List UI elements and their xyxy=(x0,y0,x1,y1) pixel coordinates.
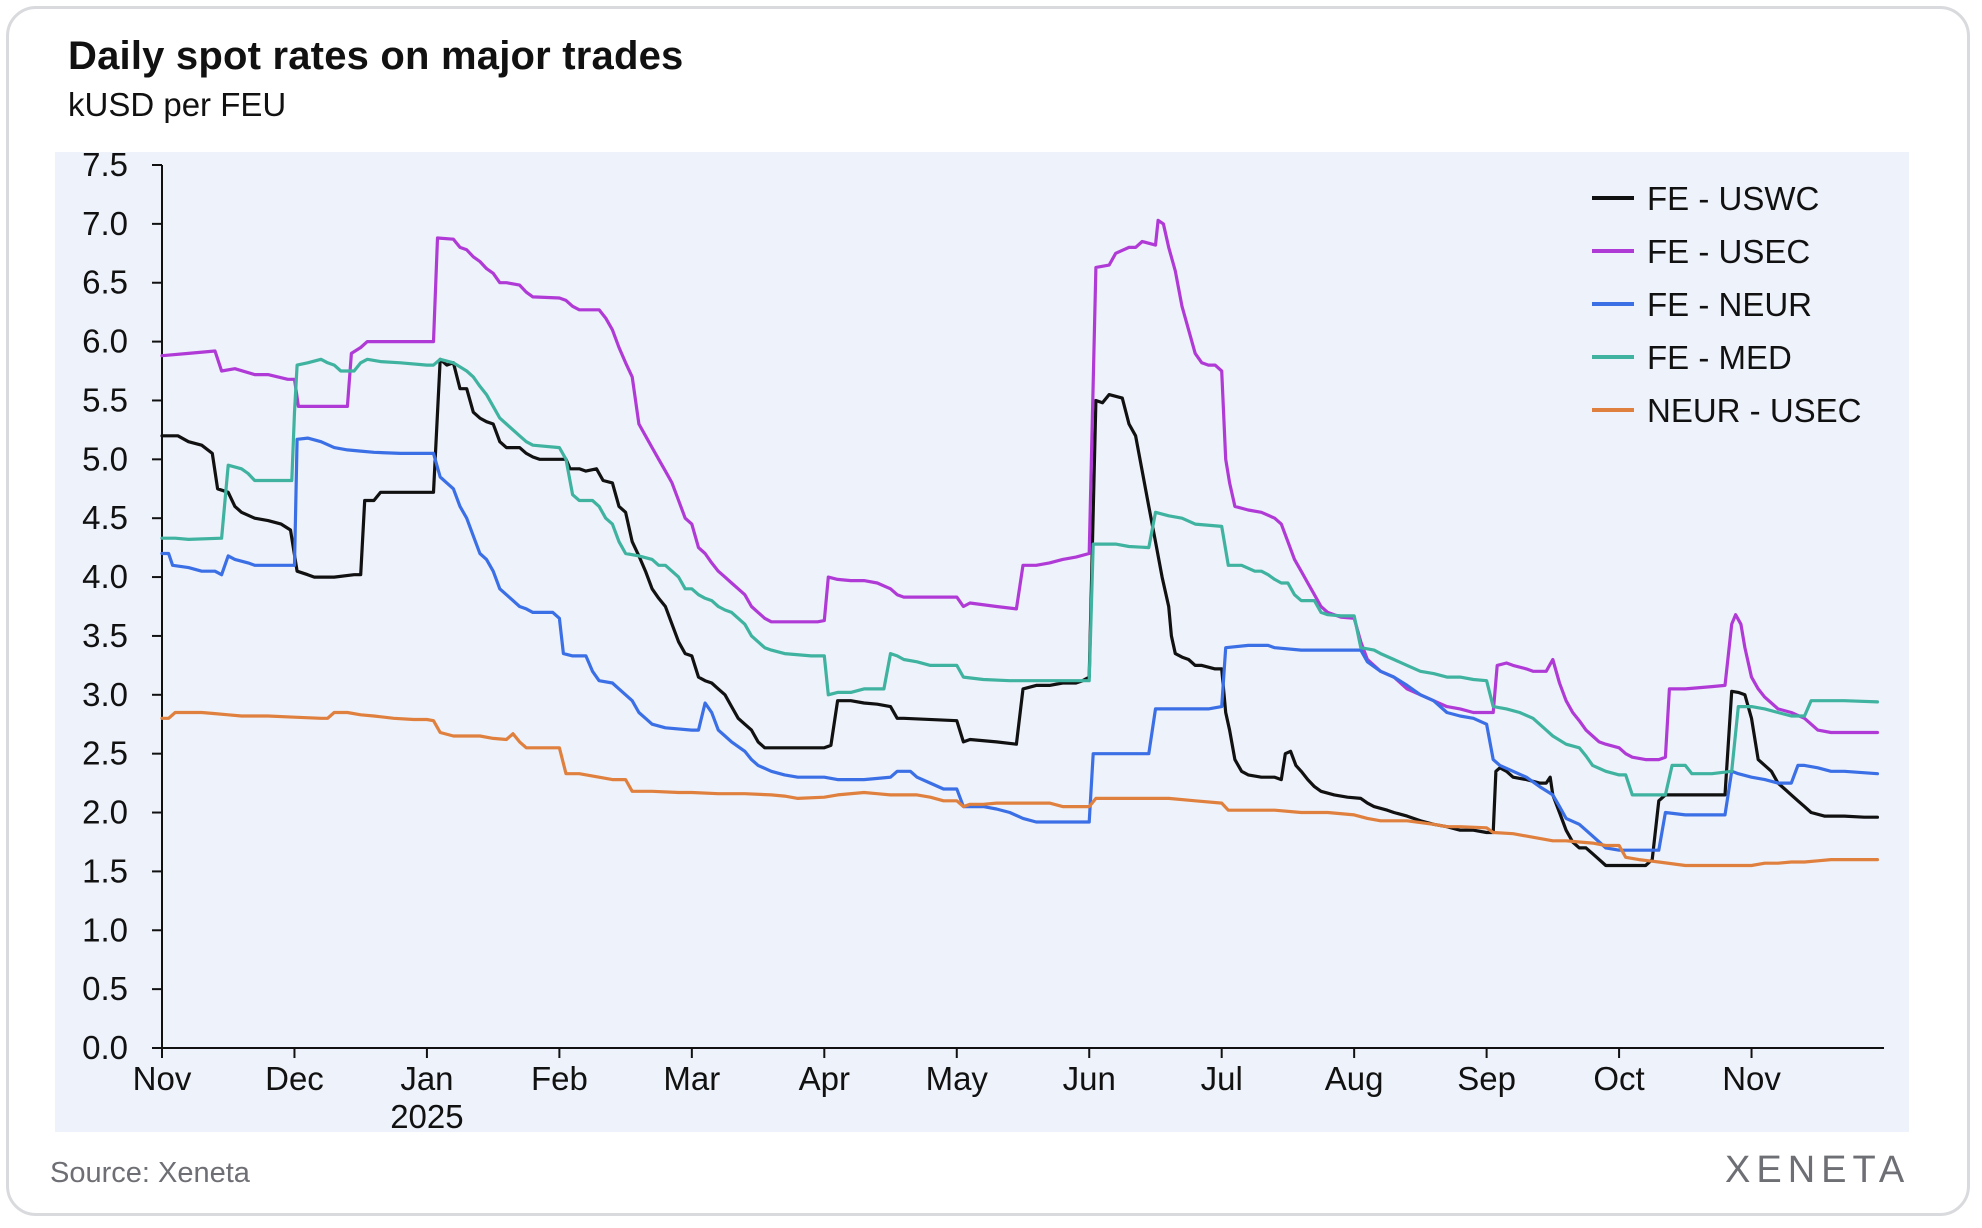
chart-subtitle: kUSD per FEU xyxy=(68,86,287,123)
y-tick-label: 7.0 xyxy=(82,205,128,242)
x-tick-label: Sep xyxy=(1457,1060,1516,1097)
y-tick-label: 2.5 xyxy=(82,735,128,772)
brand-wordmark: XENETA xyxy=(1725,1149,1910,1190)
chart-title: Daily spot rates on major trades xyxy=(68,34,684,78)
x-tick-label: Jan xyxy=(400,1060,453,1097)
x-tick-label: Feb xyxy=(531,1060,588,1097)
x-tick-label: Dec xyxy=(265,1060,324,1097)
y-tick-label: 1.5 xyxy=(82,852,128,889)
y-tick-label: 3.5 xyxy=(82,617,128,654)
legend-label-fe-neur: FE - NEUR xyxy=(1647,286,1812,323)
series-line-fe-uswc xyxy=(160,357,1879,868)
series-line-fe-med xyxy=(160,357,1879,797)
legend-label-neur-usec: NEUR - USEC xyxy=(1647,392,1862,429)
x-tick-label: Oct xyxy=(1593,1060,1644,1097)
y-tick-label: 1.0 xyxy=(82,911,128,948)
y-tick-label: 5.0 xyxy=(82,440,128,477)
y-axis: 0.0 0.5 1.0 1.5 2.0 2.5 3.0 3.5 4.0 4.5 5.0 5.5 6.0 6… xyxy=(82,146,163,1066)
y-tick-label: 6.0 xyxy=(82,323,128,360)
y-tick-label: 3.0 xyxy=(82,676,128,713)
plot-background xyxy=(55,152,1909,1132)
series-line-fe-usec xyxy=(160,218,1879,762)
legend-label-fe-usec: FE - USEC xyxy=(1647,233,1810,270)
source-note: Source: Xeneta xyxy=(50,1157,250,1189)
x-tick-label: Jul xyxy=(1201,1060,1243,1097)
series-line-neur-usec xyxy=(160,710,1879,868)
legend: FE - USWC FE - USEC FE - NEUR FE - MED NEUR … xyxy=(1592,180,1862,429)
x-tick-label: Nov xyxy=(133,1060,192,1097)
y-tick-label: 0.5 xyxy=(82,970,128,1007)
x-tick-label: Nov xyxy=(1722,1060,1781,1097)
y-tick-label: 7.5 xyxy=(82,146,128,183)
x-tick-label: Jun xyxy=(1063,1060,1116,1097)
x-tick-year-label: 2025 xyxy=(390,1098,463,1135)
y-tick-label: 4.5 xyxy=(82,499,128,536)
legend-label-fe-med: FE - MED xyxy=(1647,339,1792,376)
x-tick-label: Mar xyxy=(663,1060,720,1097)
y-tick-label: 5.5 xyxy=(82,381,128,418)
y-tick-label: 4.0 xyxy=(82,558,128,595)
x-tick-label: Aug xyxy=(1325,1060,1384,1097)
series-layer xyxy=(160,218,1879,868)
xeneta-logo: XENETA xyxy=(1725,1149,1910,1190)
x-tick-label: Apr xyxy=(799,1060,850,1097)
legend-label-fe-uswc: FE - USWC xyxy=(1647,180,1819,217)
y-tick-label: 6.5 xyxy=(82,264,128,301)
y-tick-label: 0.0 xyxy=(82,1029,128,1066)
series-line-fe-neur xyxy=(160,436,1879,852)
x-tick-label: May xyxy=(926,1060,989,1097)
y-tick-label: 2.0 xyxy=(82,794,128,831)
